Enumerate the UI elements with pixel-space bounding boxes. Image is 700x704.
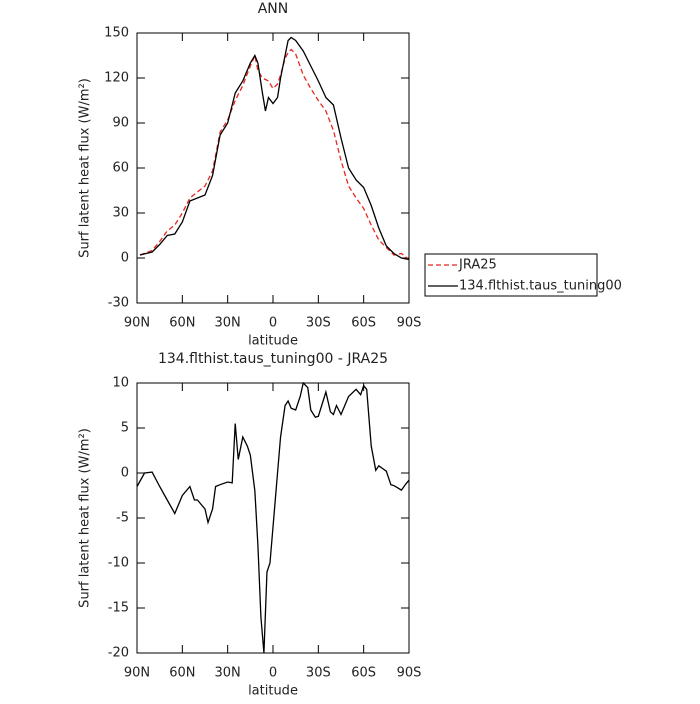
chart-title: ANN xyxy=(258,1,289,17)
y-tick-label: -30 xyxy=(108,296,129,311)
legend-label: JRA25 xyxy=(458,258,497,273)
y-tick-label: 30 xyxy=(112,206,129,221)
y-tick-label: -10 xyxy=(108,556,129,571)
x-tick-label: 0 xyxy=(269,666,277,681)
x-tick-label: 0 xyxy=(269,316,277,331)
x-tick-label: 30S xyxy=(306,316,331,331)
legend-box xyxy=(424,253,598,297)
chart-title: 134.flthist.taus_tuning00 - JRA25 xyxy=(158,351,388,367)
x-tick-label: 90N xyxy=(124,666,150,681)
y-axis-label: Surf latent heat flux (W/m²) xyxy=(78,428,93,608)
x-axis-label: latitude xyxy=(248,334,298,349)
y-tick-label: -5 xyxy=(116,511,129,526)
x-tick-label: 60S xyxy=(351,316,376,331)
x-tick-label: 60N xyxy=(169,666,195,681)
data-line xyxy=(139,36,410,261)
x-tick-label: 90S xyxy=(397,316,422,331)
x-axis-label: latitude xyxy=(248,684,298,699)
x-tick-label: 90S xyxy=(397,666,422,681)
y-tick-label: 90 xyxy=(112,116,129,131)
y-tick-label: 150 xyxy=(104,26,129,41)
legend: JRA25 134.flthist.taus_tuning00 xyxy=(424,253,622,297)
y-tick-label: 0 xyxy=(121,251,129,266)
legend-label: 134.flthist.taus_tuning00 xyxy=(459,279,622,294)
x-tick-label: 30N xyxy=(215,316,241,331)
x-tick-label: 30S xyxy=(306,666,331,681)
y-tick-label: 10 xyxy=(112,376,129,391)
y-axis-label: Surf latent heat flux (W/m²) xyxy=(78,78,93,258)
x-tick-label: 30N xyxy=(215,666,241,681)
y-tick-label: 60 xyxy=(112,161,129,176)
y-tick-label: 5 xyxy=(121,421,129,436)
y-tick-label: -15 xyxy=(108,601,129,616)
plot-frame xyxy=(136,382,410,654)
x-tick-label: 60N xyxy=(169,316,195,331)
x-tick-label: 90N xyxy=(124,316,150,331)
panel: 134.flthist.taus_tuning00 - JRA25 latitud… xyxy=(78,351,422,699)
y-tick-label: -20 xyxy=(108,646,129,661)
plot-frame xyxy=(136,32,410,304)
x-tick-label: 60S xyxy=(351,666,376,681)
panel: ANN latitude Surf latent heat flux (W/m²) -… xyxy=(78,1,622,349)
data-line xyxy=(139,48,410,261)
y-tick-label: 120 xyxy=(104,71,129,86)
y-tick-label: 0 xyxy=(121,466,129,481)
data-line xyxy=(136,381,410,654)
